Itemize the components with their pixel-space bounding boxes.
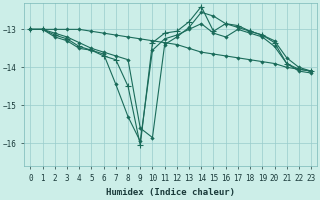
X-axis label: Humidex (Indice chaleur): Humidex (Indice chaleur) (106, 188, 235, 197)
